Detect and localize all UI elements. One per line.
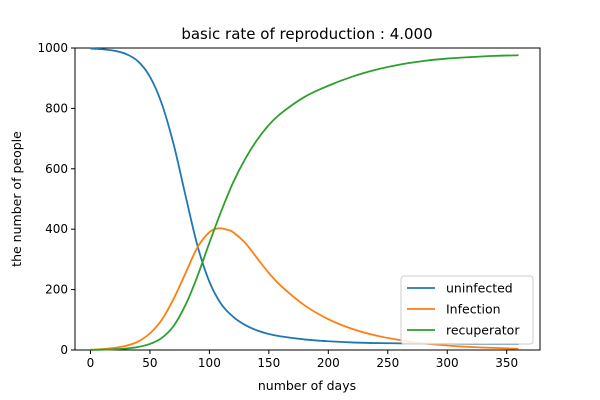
- legend-label: recuperator: [446, 323, 520, 338]
- y-tick-label: 600: [45, 162, 68, 176]
- legend-label: uninfected: [446, 281, 513, 296]
- y-axis-label: the number of people: [9, 131, 24, 267]
- y-tick-label: 0: [60, 343, 68, 357]
- legend: uninfected Infection recuperator: [400, 275, 534, 345]
- x-tick-label: 150: [257, 356, 280, 370]
- series-line-recuperator: [90, 54, 519, 351]
- y-tick-label: 800: [45, 101, 68, 115]
- legend-box: [400, 275, 534, 345]
- y-tick-label: 1000: [37, 41, 68, 55]
- plot-area: [74, 47, 541, 351]
- y-tick-label: 200: [45, 283, 68, 297]
- x-tick-label: 200: [317, 356, 340, 370]
- x-tick-label: 0: [87, 356, 95, 370]
- y-tick-label: 400: [45, 222, 68, 236]
- chart-title: basic rate of reproduction : 4.000: [181, 25, 432, 43]
- x-tick-label: 350: [495, 356, 518, 370]
- x-tick-label: 100: [198, 356, 221, 370]
- x-tick-label: 50: [142, 356, 157, 370]
- x-axis: 0 50 100 150 200 250 300 350: [87, 350, 518, 370]
- y-axis: 0 200 400 600 800 1000: [37, 41, 75, 357]
- legend-label: Infection: [446, 302, 501, 317]
- x-axis-label: number of days: [258, 378, 356, 393]
- x-tick-label: 300: [436, 356, 459, 370]
- x-tick-label: 250: [376, 356, 399, 370]
